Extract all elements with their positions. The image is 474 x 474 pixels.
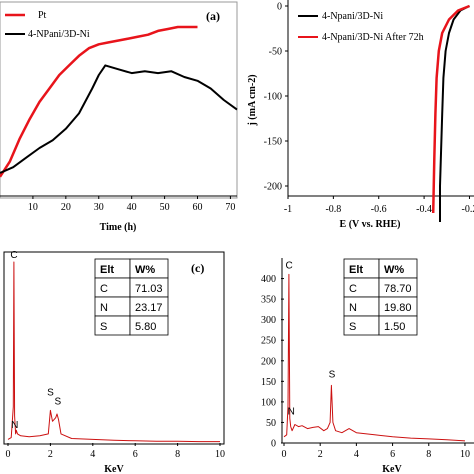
legend-label-npani: 4-NPani/3D-Ni [28, 29, 90, 40]
peak-label: N [288, 406, 295, 417]
table-header-cell: W% [135, 264, 155, 276]
x-tick-label: 30 [94, 202, 104, 213]
table-cell: 23.17 [135, 302, 163, 314]
x-tick-label: 60 [193, 202, 203, 213]
table-cell-border [378, 315, 418, 336]
peak-label: C [285, 260, 292, 271]
series-line-a-1 [0, 64, 238, 174]
table-cell: N [100, 302, 108, 314]
panel-d-x-label: KeV [382, 464, 402, 474]
peak-label: S [47, 388, 54, 399]
peak-label: C [10, 250, 17, 261]
panel-d-series [283, 273, 466, 442]
table-cell: C [349, 283, 357, 295]
table-cell: N [349, 302, 357, 314]
table-cell: S [349, 321, 356, 333]
x-tick-label: 4 [90, 449, 95, 460]
panel-a-series [0, 25, 238, 178]
x-tick-label: 10 [460, 449, 470, 460]
x-tick-label: 2 [318, 449, 323, 460]
y-tick-label: 0 [271, 439, 276, 450]
peak-label: N [11, 420, 18, 431]
x-tick-label: 8 [175, 449, 180, 460]
panel-a-label: (a) [206, 9, 220, 23]
y-tick-label: -150 [264, 137, 282, 148]
y-tick-label: 0 [277, 2, 282, 13]
x-tick-label: 0 [6, 449, 11, 460]
series-line-a-0 [0, 25, 198, 178]
legend-label-pt: Pt [38, 10, 47, 21]
peak-label: S [329, 369, 336, 380]
x-tick-label: 0 [282, 449, 287, 460]
y-tick-label: 150 [261, 377, 276, 388]
panel-b-polarization-chart: -1 -0.8 -0.6 -0.4 -0.2 0 -50 -100 -150 -200 4-Npa… [247, 0, 474, 230]
panel-b-y-label: j (mA cm-2) [247, 74, 258, 126]
legend-label-npani-b: 4-Npani/3D-Ni [322, 11, 383, 22]
panel-a-x-label: Time (h) [100, 222, 137, 233]
x-tick-label: 40 [127, 202, 137, 213]
panel-c-frame [3, 251, 225, 445]
legend-label-npani-72h: 4-Npani/3D-Ni After 72h [322, 32, 424, 43]
table-cell: C [100, 283, 108, 295]
x-tick-label: -0.4 [416, 204, 432, 215]
panel-b-x-label: E (V vs. RHE) [340, 219, 401, 230]
peak-label: S [54, 397, 61, 408]
table-cell: 78.70 [384, 283, 412, 295]
table-cell: 19.80 [384, 302, 412, 314]
x-tick-label: 6 [390, 449, 395, 460]
panel-c-peak-labels: C N SS [10, 250, 61, 431]
y-tick-label: 200 [261, 356, 276, 367]
table-header-cell: W% [384, 264, 404, 276]
panel-c-composition-table: Elt W% C 71.03 N 23.17 S 5.80 [94, 258, 169, 336]
x-tick-label: -1 [284, 204, 292, 215]
table-header-cell: Elt [100, 264, 114, 276]
panel-c-label: (c) [191, 261, 204, 275]
y-tick-label: 350 [261, 295, 276, 306]
panel-c-series [7, 261, 220, 443]
series-line-b-1 [431, 4, 470, 214]
panel-d-composition-table: Elt W% C 78.70 N 19.80 S 1.50 [343, 258, 418, 336]
y-tick-label: 250 [261, 336, 276, 347]
y-tick-label: -50 [269, 47, 282, 58]
x-tick-label: 8 [426, 449, 431, 460]
series-line-c-0 [7, 261, 220, 443]
x-tick-label: 6 [133, 449, 138, 460]
x-tick-label: -0.2 [462, 204, 474, 215]
panel-b-ticks: -1 -0.8 -0.6 -0.4 -0.2 0 -50 -100 -150 -200 [264, 2, 474, 216]
y-tick-label: 100 [261, 397, 276, 408]
y-tick-label: 400 [261, 274, 276, 285]
x-tick-label: 70 [225, 202, 235, 213]
table-cell: 71.03 [135, 283, 163, 295]
panel-a-ticks: 10 20 30 40 50 60 70 [28, 196, 235, 213]
panel-c-x-label: KeV [104, 464, 124, 474]
x-tick-label: -0.6 [371, 204, 387, 215]
table-cell: 5.80 [135, 321, 156, 333]
table-cell-border [129, 315, 169, 336]
x-tick-label: 4 [354, 449, 359, 460]
x-tick-label: -0.8 [325, 204, 341, 215]
panel-a-border [0, 1, 238, 199]
x-tick-label: 2 [48, 449, 53, 460]
x-tick-label: 10 [215, 449, 225, 460]
series-line-b-0 [439, 5, 470, 222]
table-cell: S [100, 321, 107, 333]
x-tick-label: 20 [61, 202, 71, 213]
y-tick-label: -200 [264, 182, 282, 193]
x-tick-label: 50 [160, 202, 170, 213]
table-cell: 1.50 [384, 321, 405, 333]
y-tick-label: 300 [261, 315, 276, 326]
panel-b-series [431, 4, 470, 222]
panel-d-peak-labels: C N S [285, 260, 335, 417]
panel-a-durability-chart: 10 20 30 40 50 60 70 (a) Pt 4-NPani/3D-Ni Time… [0, 1, 238, 233]
table-header-cell: Elt [349, 264, 363, 276]
y-tick-label: -100 [264, 92, 282, 103]
series-line-d-0 [283, 273, 466, 442]
panel-c-ticks: 0 2 4 6 8 10 [6, 443, 225, 460]
x-tick-label: 10 [28, 202, 38, 213]
y-tick-label: 50 [266, 418, 276, 429]
